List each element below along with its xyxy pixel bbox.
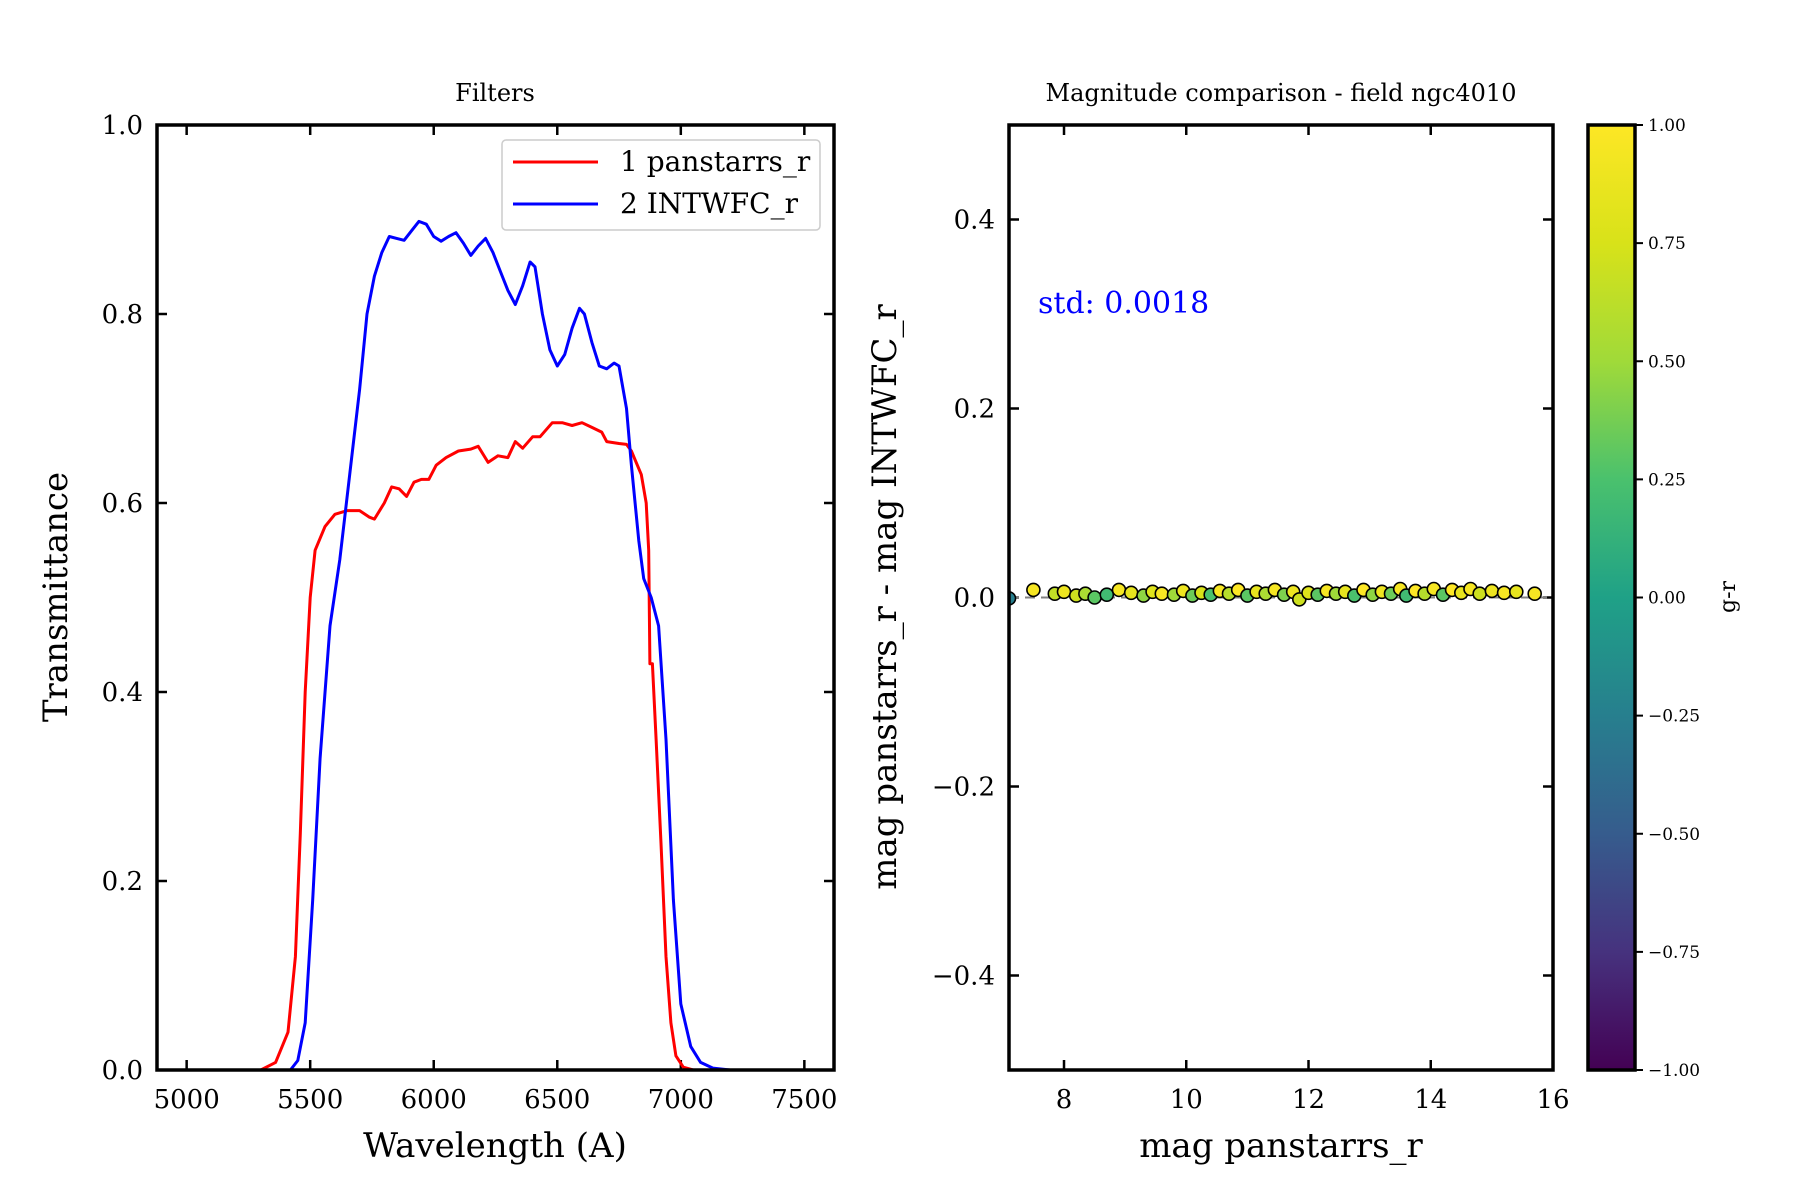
colorbar-tick-label: 0.00 — [1648, 589, 1686, 609]
filters-ticks: 5000 5500 6000 6500 7000 7500 0.0 0.2 0.4 0.6 0.8 1… — [102, 111, 838, 1115]
filters-xtick-label: 7500 — [771, 1085, 837, 1115]
magnitude-xlabel: mag panstarrs_r — [1139, 1126, 1423, 1166]
legend-label-panstarrs: 1 panstarrs_r — [620, 145, 811, 178]
filters-ytick-label: 0.2 — [102, 867, 143, 897]
magnitude-xtick-label: 12 — [1292, 1085, 1325, 1115]
filters-series-line-2 — [289, 219, 830, 1070]
filters-legend: 1 panstarrs_r 2 INTWFC_r — [501, 139, 821, 231]
magnitude-ylabel: mag panstarrs_r - mag INTWFC_r — [865, 304, 905, 890]
magnitude-title: Magnitude comparison - field ngc4010 — [1046, 79, 1517, 107]
colorbar-tick-label: −0.75 — [1648, 943, 1700, 963]
scatter-point — [1087, 590, 1102, 605]
scatter-point — [1123, 585, 1139, 601]
colorbar: −1.00 −0.75 −0.50 −0.25 0.00 0.25 0.50 0.75 1.00… — [1586, 116, 1741, 1081]
colorbar-tick-label: 0.50 — [1648, 352, 1686, 372]
magnitude-ytick-label: 0.0 — [954, 584, 995, 614]
legend-label-intwfc: 2 INTWFC_r — [620, 187, 799, 220]
filters-xlabel: Wavelength (A) — [363, 1126, 627, 1166]
scatter-point — [1056, 584, 1072, 600]
filters-ytick-label: 0.6 — [102, 489, 143, 519]
filters-xtick-label: 5000 — [154, 1085, 220, 1115]
scatter-point — [1509, 584, 1524, 600]
filters-ytick-label: 0.0 — [102, 1056, 143, 1086]
scatter-point — [1472, 586, 1487, 602]
colorbar-ticks: −1.00 −0.75 −0.50 −0.25 0.00 0.25 0.50 0.75 1.00 — [1635, 116, 1700, 1081]
filters-title: Filters — [455, 79, 535, 107]
scatter-point — [1496, 585, 1512, 601]
magnitude-xtick-label: 14 — [1414, 1085, 1447, 1115]
colorbar-tick-label: −0.25 — [1648, 707, 1700, 727]
filters-xtick-label: 6000 — [401, 1085, 467, 1115]
filters-series-line-1 — [260, 421, 830, 1070]
magnitude-xtick-label: 10 — [1170, 1085, 1203, 1115]
filters-chart: Filters 5000 5500 6000 6500 7000 7500 0.0 0.2 0.… — [36, 79, 837, 1166]
colorbar-tick-label: 0.75 — [1648, 234, 1686, 254]
colorbar-tick-label: 1.00 — [1648, 116, 1686, 136]
scatter-point — [1154, 586, 1170, 602]
filters-xtick-label: 6500 — [524, 1085, 590, 1115]
scatter-point — [1484, 583, 1500, 599]
filters-ytick-label: 0.8 — [102, 300, 143, 330]
magnitude-ytick-label: −0.4 — [932, 962, 995, 992]
filters-ytick-label: 1.0 — [102, 111, 143, 141]
filters-plot-frame — [155, 123, 836, 1072]
colorbar-label: g-r — [1716, 581, 1741, 614]
scatter-point — [1026, 582, 1041, 598]
colorbar-gradient — [1586, 123, 1637, 1072]
filters-series — [260, 219, 830, 1070]
magnitude-xtick-label: 16 — [1536, 1085, 1569, 1115]
filters-xtick-label: 5500 — [277, 1085, 343, 1115]
scatter-point — [1099, 587, 1115, 603]
scatter-point — [1111, 582, 1127, 598]
magnitude-chart: Magnitude comparison - field ngc4010 8 10… — [865, 79, 1570, 1166]
colorbar-tick-label: −0.50 — [1648, 825, 1700, 845]
colorbar-tick-label: −1.00 — [1648, 1061, 1700, 1081]
magnitude-xtick-label: 8 — [1056, 1085, 1073, 1115]
filters-ytick-label: 0.4 — [102, 678, 143, 708]
colorbar-tick-label: 0.25 — [1648, 470, 1686, 490]
filters-ylabel: Transmittance — [36, 472, 76, 722]
scatter-point — [1527, 586, 1542, 602]
std-annotation: std: 0.0018 — [1038, 286, 1209, 321]
magnitude-plot-frame — [1007, 123, 1555, 1072]
filters-xtick-label: 7000 — [648, 1085, 714, 1115]
magnitude-ytick-label: 0.2 — [954, 395, 995, 425]
magnitude-ytick-label: 0.4 — [954, 206, 995, 236]
magnitude-ytick-label: −0.2 — [932, 773, 995, 803]
magnitude-ticks: 8 10 12 14 16 −0.4 −0.2 0.0 0.2 0.4 — [932, 125, 1570, 1115]
scatter-points — [1009, 581, 1542, 607]
